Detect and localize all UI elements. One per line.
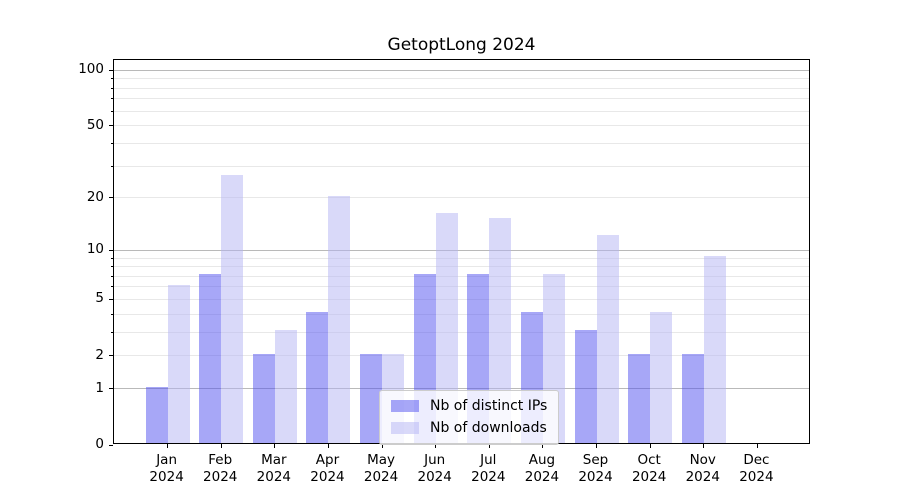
- x-axis-tick: [542, 444, 544, 448]
- bar-distinct-ips-sep: [574, 330, 597, 443]
- bar-distinct-ips-apr: [306, 312, 329, 443]
- y-axis-minor-tick: [111, 286, 113, 288]
- y-axis-minor-tick: [111, 165, 113, 167]
- y-axis-minor-tick: [111, 275, 113, 277]
- x-axis-tick-label: Oct 2024: [631, 452, 667, 485]
- x-axis-tick-label: Mar 2024: [256, 452, 292, 485]
- y-axis-tick: [109, 298, 113, 300]
- y-axis-tick-label: 20: [86, 188, 104, 205]
- y-axis-minor-tick: [111, 257, 113, 259]
- x-axis-tick: [274, 444, 276, 448]
- gridline-major: [114, 249, 809, 251]
- y-axis-minor-tick: [111, 266, 113, 268]
- legend-row-distinct-ips: Nb of distinct IPs: [391, 398, 547, 414]
- x-axis-tick-label: Feb 2024: [203, 452, 238, 485]
- legend-label-distinct-ips: Nb of distinct IPs: [430, 398, 548, 414]
- bar-distinct-ips-jan: [145, 386, 168, 443]
- x-axis-tick-label: Sep 2024: [578, 452, 613, 485]
- y-axis-tick-label: 50: [86, 116, 104, 133]
- y-axis-tick-label: 5: [95, 290, 104, 307]
- gridline-minor: [114, 275, 809, 277]
- x-axis-tick-label: Apr 2024: [310, 452, 345, 485]
- gridline-minor: [114, 87, 809, 89]
- legend-label-downloads: Nb of downloads: [430, 420, 547, 436]
- x-axis-tick: [596, 444, 598, 448]
- gridline-minor: [114, 98, 809, 100]
- x-axis-tick-label: Jan 2024: [149, 452, 184, 485]
- y-axis-minor-tick: [111, 98, 113, 100]
- bar-downloads-feb: [221, 175, 244, 443]
- bar-downloads-apr: [328, 195, 351, 443]
- gridline-minor: [114, 165, 809, 167]
- legend-swatch-distinct-ips: [391, 400, 419, 412]
- y-axis-tick-label: 2: [95, 346, 104, 363]
- x-axis-tick-label: Jul 2024: [471, 452, 506, 485]
- x-axis-tick: [703, 444, 705, 448]
- gridline-minor: [114, 298, 809, 300]
- chart-title: GetoptLong 2024: [387, 35, 536, 55]
- gridline-minor: [114, 78, 809, 80]
- x-axis-tick: [167, 444, 169, 448]
- gridline-minor: [114, 257, 809, 259]
- x-axis-tick-label: Nov 2024: [685, 452, 720, 485]
- plot-area: Nb of distinct IPs Nb of downloads: [109, 59, 810, 448]
- y-axis-tick: [109, 249, 113, 251]
- gridline-major: [114, 69, 809, 71]
- bar-distinct-ips-feb: [199, 274, 222, 443]
- y-axis-tick-label: 100: [78, 61, 104, 78]
- x-axis-tick: [381, 444, 383, 448]
- bar-downloads-jan: [167, 284, 190, 443]
- x-axis-tick: [327, 444, 329, 448]
- gridline-major: [114, 388, 809, 390]
- y-axis-tick: [109, 388, 113, 390]
- y-axis-minor-tick: [111, 110, 113, 112]
- bar-downloads-jul: [489, 217, 512, 443]
- legend: Nb of distinct IPs Nb of downloads: [379, 390, 560, 445]
- legend-swatch-downloads: [391, 422, 419, 434]
- y-axis-minor-tick: [111, 87, 113, 89]
- gridline-minor: [114, 110, 809, 112]
- bar-distinct-ips-may: [360, 353, 383, 443]
- x-axis-tick: [756, 444, 758, 448]
- x-axis-tick: [435, 444, 437, 448]
- gridline-minor: [114, 286, 809, 288]
- x-axis-tick: [488, 444, 490, 448]
- gridline-minor: [114, 125, 809, 127]
- gridline-minor: [114, 313, 809, 315]
- y-axis-tick: [109, 69, 113, 71]
- y-axis-tick: [109, 444, 113, 446]
- gridline-minor: [114, 266, 809, 268]
- bar-distinct-ips-oct: [628, 353, 651, 443]
- x-axis-tick-label: Dec 2024: [739, 452, 774, 485]
- bar-downloads-jun: [435, 212, 458, 443]
- x-axis-tick-label: Aug 2024: [524, 452, 560, 485]
- gridline-minor: [114, 197, 809, 199]
- bar-downloads-sep: [596, 234, 619, 443]
- bar-downloads-nov: [703, 256, 726, 443]
- y-axis-tick-label: 10: [86, 241, 104, 258]
- y-axis-minor-tick: [111, 313, 113, 315]
- y-axis-minor-tick: [111, 331, 113, 333]
- y-axis-minor-tick: [111, 78, 113, 80]
- gridline-minor: [114, 142, 809, 144]
- bar-distinct-ips-mar: [252, 353, 275, 443]
- y-axis-tick-label: 0: [95, 436, 104, 452]
- y-axis-minor-tick: [111, 142, 113, 144]
- gridline-minor: [114, 331, 809, 333]
- bar-downloads-oct: [650, 312, 673, 443]
- x-axis-tick-label: Jun 2024: [417, 452, 452, 485]
- y-axis-tick: [109, 355, 113, 357]
- y-axis-tick: [109, 125, 113, 127]
- x-axis-tick: [649, 444, 651, 448]
- legend-row-downloads: Nb of downloads: [391, 420, 547, 436]
- y-axis-tick: [109, 197, 113, 199]
- y-axis-tick-label: 1: [95, 379, 104, 396]
- x-axis-tick-label: May 2024: [363, 452, 399, 485]
- bar-downloads-mar: [274, 330, 297, 443]
- x-axis-tick: [220, 444, 222, 448]
- bar-distinct-ips-nov: [681, 353, 704, 443]
- gridline-minor: [114, 355, 809, 357]
